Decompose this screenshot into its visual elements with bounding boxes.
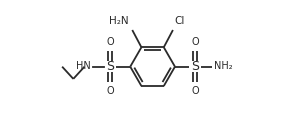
Text: S: S [191,60,199,73]
Text: O: O [192,86,199,96]
Text: H₂N: H₂N [109,16,128,26]
Text: NH₂: NH₂ [214,61,232,71]
Text: S: S [106,60,114,73]
Text: O: O [192,37,199,47]
Text: Cl: Cl [174,16,184,26]
Text: O: O [106,37,114,47]
Text: O: O [106,86,114,96]
Text: HN: HN [76,61,91,71]
